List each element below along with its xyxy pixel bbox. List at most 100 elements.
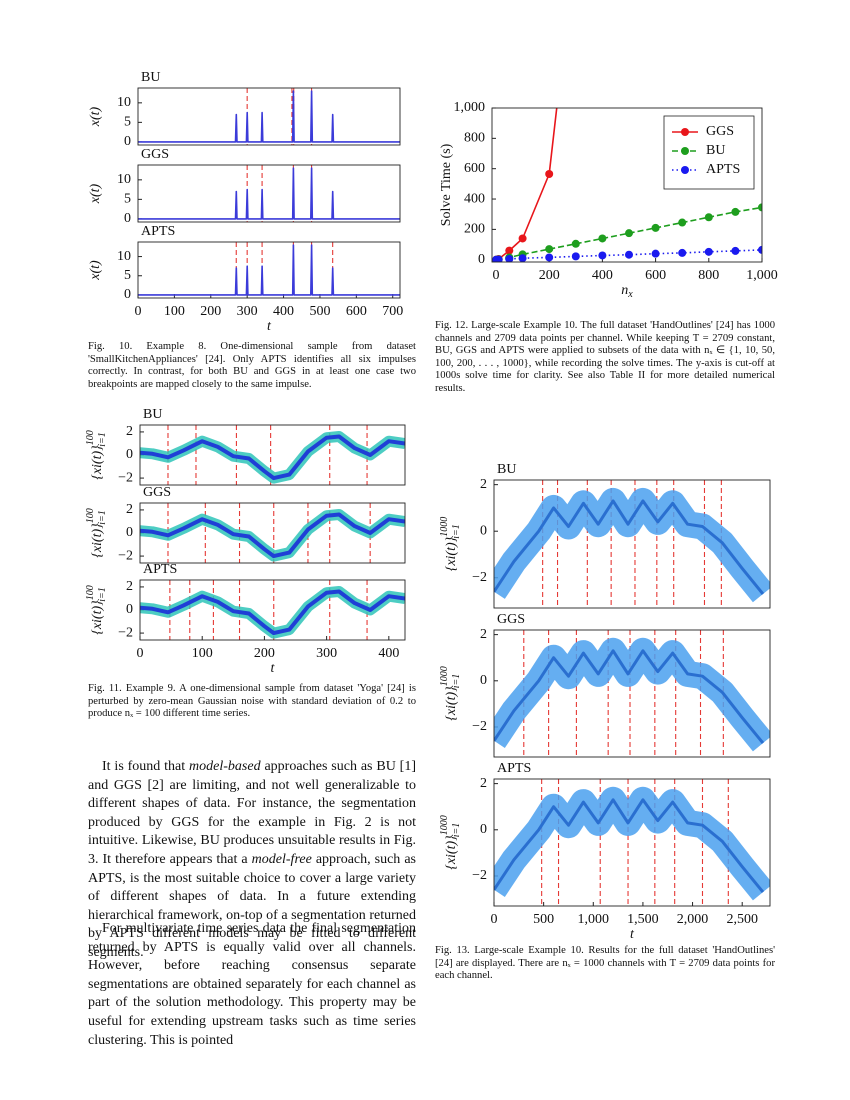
x-label: t — [630, 927, 635, 942]
plot-frame — [491, 107, 763, 263]
x-tick-label: 200 — [539, 268, 560, 283]
y-label: {xi(t)}1000i=1 — [439, 666, 462, 721]
y-tick-label: −2 — [118, 470, 133, 485]
marker — [731, 207, 740, 216]
x-tick-label: 500 — [309, 304, 330, 319]
x-tick-label: 1,000 — [578, 912, 610, 927]
marker — [598, 234, 607, 243]
text-run: approach, such as APTS, is the most suit… — [88, 851, 416, 960]
y-tick-label: 2 — [126, 502, 133, 517]
panel-title: GGS — [143, 485, 171, 500]
marker — [704, 213, 713, 222]
marker — [704, 247, 713, 256]
plot-frame — [139, 579, 406, 641]
panel-title: GGS — [141, 147, 169, 162]
series-line — [138, 167, 400, 220]
panel-title: APTS — [143, 562, 177, 577]
label-sub: i=1 — [97, 510, 108, 525]
y-tick-label: 10 — [117, 172, 131, 187]
x-tick-label: 200 — [254, 646, 275, 661]
y-tick-label: 600 — [464, 161, 485, 176]
x-tick-label: 100 — [192, 646, 213, 661]
marker — [758, 203, 762, 212]
series-line — [140, 589, 405, 636]
marker — [545, 170, 554, 178]
series-line — [494, 649, 765, 745]
y-label: {xi(t)}1000i=1 — [439, 517, 462, 572]
x-tick-label: 600 — [645, 268, 666, 283]
x-tick-label: 0 — [135, 304, 142, 319]
label-base: {xi(t)} — [90, 600, 105, 635]
panel-title: APTS — [141, 224, 175, 239]
marker — [545, 253, 554, 262]
y-label: x(t) — [88, 183, 103, 204]
legend-label: GGS — [706, 124, 734, 139]
label-sup: 100 — [85, 508, 96, 523]
y-tick-label: 0 — [124, 211, 131, 226]
text-run: For multivariate time series data the fi… — [88, 921, 416, 1048]
y-tick-label: 200 — [464, 222, 485, 237]
caption: Fig. 10. Example 8. One-dimensional samp… — [88, 341, 416, 390]
marker — [505, 246, 514, 255]
legend-label: APTS — [706, 162, 740, 177]
y-tick-label: 5 — [124, 115, 131, 130]
x-tick-label: 400 — [273, 304, 294, 319]
series-line — [496, 108, 558, 261]
y-tick-label: 2 — [480, 477, 487, 492]
y-tick-label: 0 — [126, 447, 133, 462]
x-tick-label: 700 — [382, 304, 403, 319]
text-run: It is found that — [102, 759, 190, 774]
x-tick-label: 100 — [164, 304, 185, 319]
marker — [518, 254, 527, 262]
series-line — [138, 90, 400, 143]
y-tick-label: 0 — [126, 525, 133, 540]
series-band — [140, 431, 405, 484]
y-label: x(t) — [88, 260, 103, 281]
y-tick-label: 0 — [480, 673, 487, 688]
series-band — [494, 637, 770, 752]
caption: Fig. 13. Large-scale Example 10. Results… — [435, 945, 775, 982]
x-label: t — [271, 661, 276, 676]
label-sup: 100 — [85, 430, 96, 445]
label-base: {xi(t)} — [90, 523, 105, 558]
x-tick-label: 500 — [533, 912, 554, 927]
label-sub: i=1 — [451, 823, 462, 838]
y-tick-label: 0 — [480, 523, 487, 538]
caption: Fig. 12. Large-scale Example 10. The ful… — [435, 320, 775, 394]
series-line — [140, 434, 405, 481]
x-tick-label: 2,500 — [726, 912, 758, 927]
y-label: {xi(t)}100i=1 — [85, 430, 108, 480]
x-tick-label: 400 — [592, 268, 613, 283]
x-tick-label: 300 — [237, 304, 258, 319]
x-tick-label: 200 — [200, 304, 221, 319]
marker — [731, 246, 740, 255]
y-tick-label: 2 — [126, 579, 133, 594]
x-tick-label: 2,000 — [677, 912, 709, 927]
label-base: n — [621, 283, 628, 298]
legend-marker — [681, 166, 689, 174]
plot-frame — [137, 164, 401, 223]
legend-marker — [681, 128, 689, 136]
x-tick-label: 0 — [137, 646, 144, 661]
plot-frame — [493, 479, 771, 609]
y-tick-label: 5 — [124, 192, 131, 207]
marker — [571, 239, 580, 248]
y-tick-label: 2 — [480, 627, 487, 642]
y-label: Solve Time (s) — [439, 143, 454, 226]
y-tick-label: −2 — [118, 548, 133, 563]
marker — [624, 229, 633, 238]
label-base: {xi(t)} — [90, 445, 105, 480]
x-tick-label: 400 — [378, 646, 399, 661]
y-label: x(t) — [88, 106, 103, 127]
label-sub: i=1 — [97, 432, 108, 447]
series-band — [494, 487, 770, 603]
y-tick-label: 10 — [117, 249, 131, 264]
x-tick-label: 0 — [491, 912, 498, 927]
panel-title: GGS — [497, 612, 525, 627]
y-tick-label: −2 — [118, 625, 133, 640]
y-tick-label: −2 — [472, 719, 487, 734]
series-line — [138, 244, 400, 296]
label-sub: x — [627, 289, 633, 300]
